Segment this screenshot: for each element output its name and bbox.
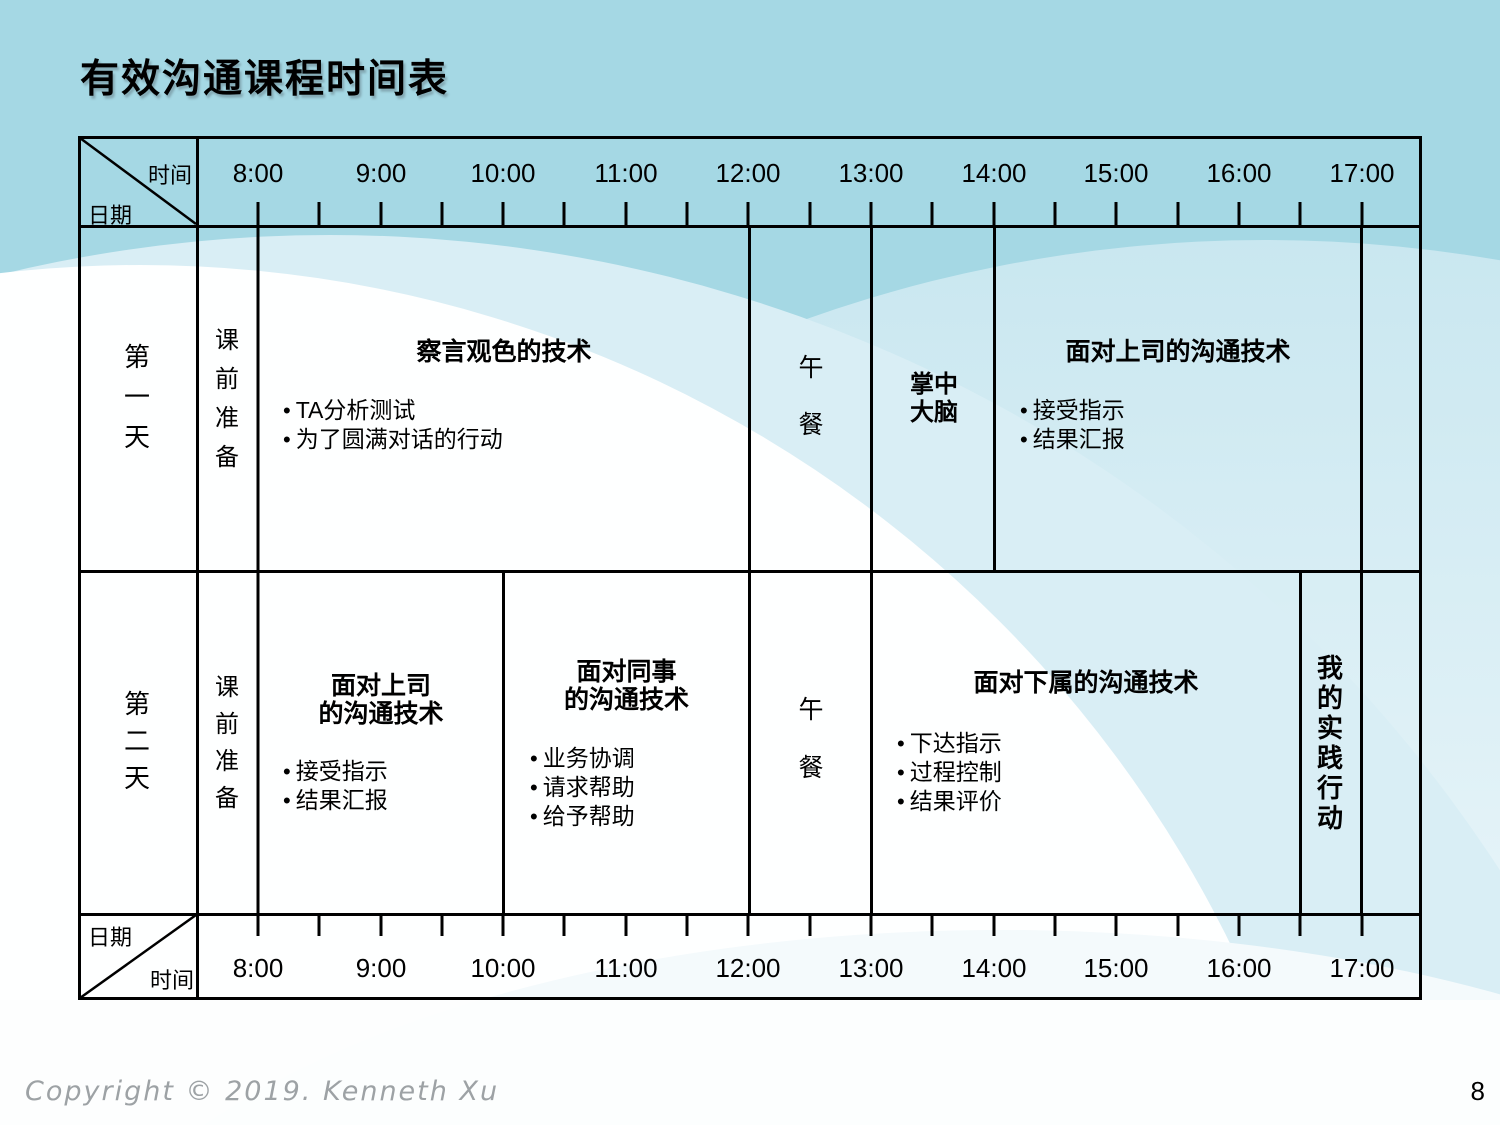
- time-bottom-0800: 8:00: [232, 953, 284, 983]
- bullet-icon: •: [530, 746, 538, 771]
- corner-diagonal-bottom: [79, 913, 197, 1000]
- timeline-ticks-top: [256, 202, 1364, 225]
- day2-practice-label: 我的实践行动: [1316, 653, 1343, 833]
- time-top-0900: 9:00: [355, 158, 407, 188]
- bullet-item: • 过程控制: [897, 758, 1002, 787]
- day1-boss-bullets: • 接受指示 • 结果汇报: [1020, 396, 1125, 454]
- bullet-item: • 请求帮助: [530, 773, 635, 802]
- time-bottom-1600: 16:00: [1206, 953, 1272, 983]
- bullet-text: 下达指示: [909, 730, 1002, 756]
- day2-prep-label: 课前准备: [215, 674, 239, 812]
- bullet-item: • 结果汇报: [1020, 425, 1125, 454]
- bullet-item: • 接受指示: [1020, 396, 1125, 425]
- day1-palm-brain-label: 掌中 大脑: [910, 371, 958, 426]
- bullet-text: 结果汇报: [1032, 426, 1125, 452]
- day2-subordinate-title: 面对下属的沟通技术: [973, 669, 1199, 697]
- bullet-icon: •: [530, 804, 538, 829]
- time-bottom-0900: 9:00: [355, 953, 407, 983]
- bullet-icon: •: [1020, 427, 1028, 452]
- bullet-item: • 给予帮助: [530, 802, 635, 831]
- day2-boss-bullets: • 接受指示 • 结果汇报: [283, 757, 388, 815]
- corner-top-time-label: 时间: [148, 163, 193, 188]
- time-bottom-1200: 12:00: [715, 953, 781, 983]
- corner-top-date-label: 日期: [88, 203, 133, 228]
- day1-boss-title: 面对上司的沟通技术: [1065, 338, 1291, 366]
- corner-diagonal-top: [79, 136, 197, 226]
- bullet-text: 过程控制: [909, 759, 1002, 785]
- bullet-item: • 接受指示: [283, 757, 388, 786]
- time-bottom-1000: 10:00: [470, 953, 536, 983]
- bullet-icon: •: [897, 789, 905, 814]
- bullet-item: • 结果评价: [897, 787, 1002, 816]
- day1-row-label: 第一天: [123, 342, 150, 452]
- bullet-text: 接受指示: [1032, 397, 1125, 423]
- day1-lunch-label: 午餐: [798, 354, 824, 439]
- bullet-icon: •: [530, 775, 538, 800]
- time-top-1300: 13:00: [838, 158, 904, 188]
- bullet-text: 给予帮助: [542, 803, 635, 829]
- table-outer-border: [78, 136, 1422, 1000]
- bullet-item: • 结果汇报: [283, 786, 388, 815]
- time-top-1000: 10:00: [470, 158, 536, 188]
- day2-lunch-label: 午餐: [798, 696, 824, 782]
- day2-colleague-bullets: • 业务协调 • 请求帮助 • 给予帮助: [530, 744, 635, 831]
- day2-colleague-title: 面对同事 的沟通技术: [563, 658, 689, 714]
- time-bottom-1500: 15:00: [1083, 953, 1149, 983]
- day1-prep-label: 课前准备: [215, 327, 239, 471]
- time-bottom-1300: 13:00: [838, 953, 904, 983]
- time-top-1400: 14:00: [961, 158, 1027, 188]
- timeline-ticks-bottom: [256, 913, 1364, 936]
- bullet-icon: •: [283, 788, 291, 813]
- bullet-icon: •: [283, 759, 291, 784]
- bullet-item: • 为了圆满对话的行动: [283, 425, 503, 454]
- bullet-text: TA分析测试: [295, 397, 416, 423]
- time-bottom-1700: 17:00: [1329, 953, 1395, 983]
- day2-row-label: 第二天: [123, 689, 150, 793]
- time-top-1100: 11:00: [594, 158, 658, 188]
- footer-copyright: Copyright © 2019. Kenneth Xu: [25, 1076, 500, 1107]
- table-inner-lines: [79, 136, 1421, 1000]
- bullet-icon: •: [283, 398, 291, 423]
- bullet-icon: •: [283, 427, 291, 452]
- bullet-text: 接受指示: [295, 758, 388, 784]
- bullet-text: 为了圆满对话的行动: [295, 426, 503, 452]
- time-bottom-1400: 14:00: [961, 953, 1027, 983]
- page-title: 有效沟通课程时间表: [80, 58, 450, 101]
- bullet-text: 结果汇报: [295, 787, 388, 813]
- bullet-icon: •: [1020, 398, 1028, 423]
- bullet-icon: •: [897, 760, 905, 785]
- bullet-item: • TA分析测试: [283, 396, 503, 425]
- corner-bottom-date-label: 日期: [88, 925, 133, 950]
- bullet-icon: •: [897, 731, 905, 756]
- time-top-1700: 17:00: [1329, 158, 1395, 188]
- time-top-1600: 16:00: [1206, 158, 1272, 188]
- time-top-1200: 12:00: [715, 158, 781, 188]
- time-bottom-1100: 11:00: [594, 953, 658, 983]
- day2-boss-title: 面对上司 的沟通技术: [318, 672, 444, 728]
- time-top-0800: 8:00: [232, 158, 284, 188]
- bullet-text: 结果评价: [909, 788, 1002, 814]
- day1-observe-bullets: • TA分析测试 • 为了圆满对话的行动: [283, 396, 503, 454]
- bullet-item: • 下达指示: [897, 729, 1002, 758]
- page-number: 8: [1470, 1076, 1485, 1106]
- day2-subordinate-bullets: • 下达指示 • 过程控制 • 结果评价: [897, 729, 1002, 816]
- bullet-text: 业务协调: [542, 745, 635, 771]
- day1-observe-title: 察言观色的技术: [416, 338, 592, 366]
- bullet-item: • 业务协调: [530, 744, 635, 773]
- corner-bottom-time-label: 时间: [150, 968, 195, 993]
- time-top-1500: 15:00: [1083, 158, 1149, 188]
- bullet-text: 请求帮助: [542, 774, 635, 800]
